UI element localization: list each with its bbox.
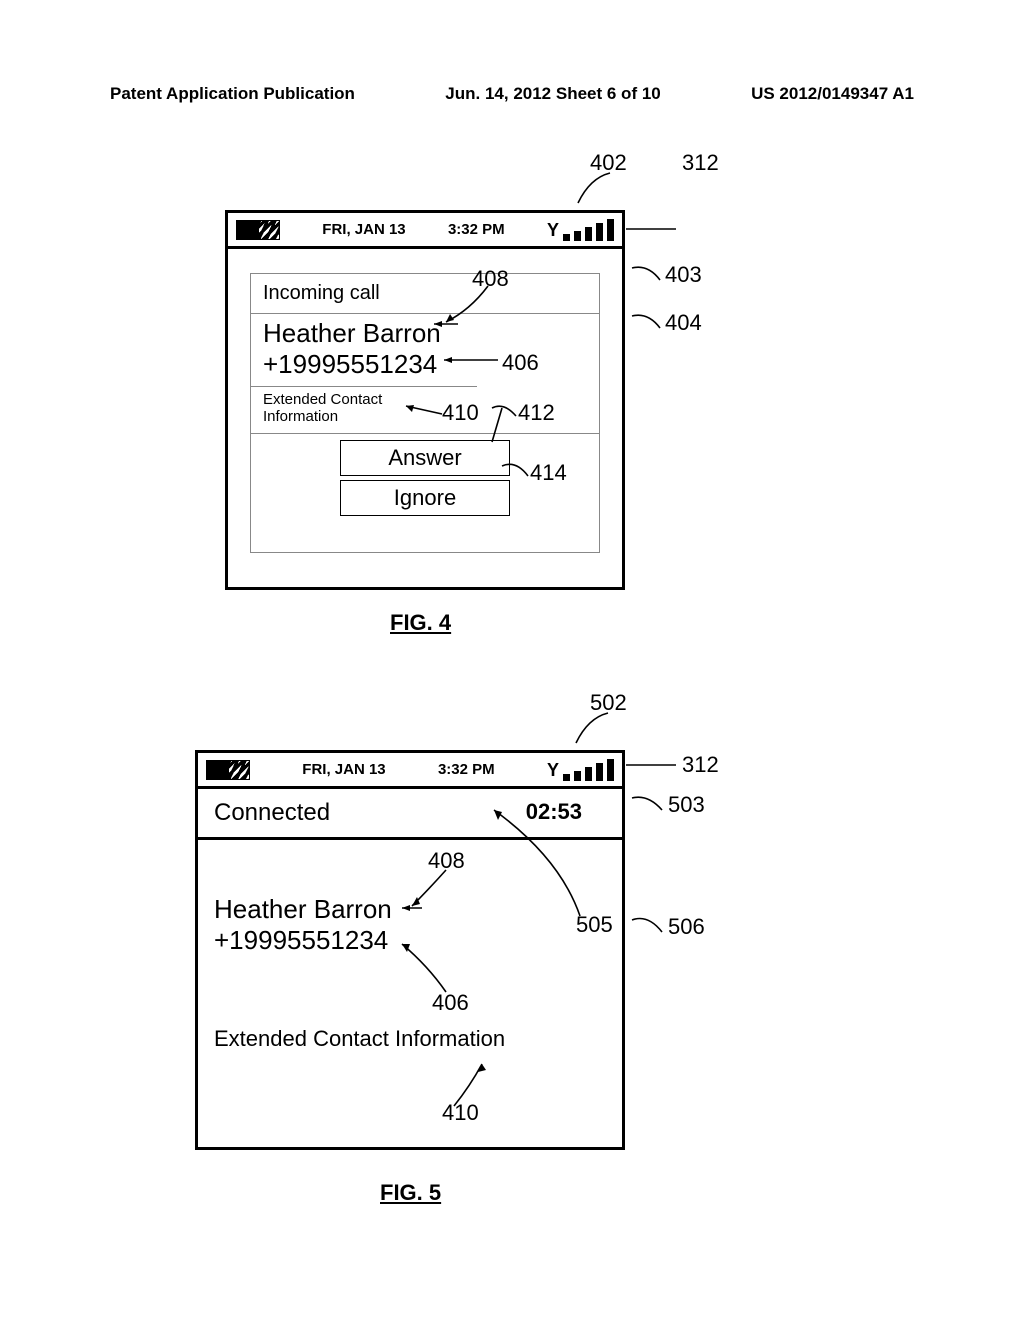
status-bar: FRI, JAN 13 3:32 PM Y bbox=[198, 753, 622, 789]
answer-button[interactable]: Answer bbox=[340, 440, 510, 476]
header-right: US 2012/0149347 A1 bbox=[751, 84, 914, 104]
ref-503: 503 bbox=[668, 792, 705, 818]
ref-312: 312 bbox=[682, 150, 719, 176]
status-time: 3:32 PM bbox=[448, 221, 505, 238]
status-bar: FRI, JAN 13 3:32 PM Y bbox=[228, 213, 622, 249]
ref-312: 312 bbox=[682, 752, 719, 778]
signal-icon: Y bbox=[547, 759, 614, 781]
connected-label: Connected bbox=[214, 799, 330, 827]
ref-414: 414 bbox=[530, 460, 567, 486]
ignore-button[interactable]: Ignore bbox=[340, 480, 510, 516]
header-left: Patent Application Publication bbox=[110, 84, 355, 104]
fig5-caption: FIG. 5 bbox=[380, 1180, 441, 1206]
ref-410: 410 bbox=[442, 400, 479, 426]
fig4-caption: FIG. 4 bbox=[390, 610, 451, 636]
ref-412: 412 bbox=[518, 400, 555, 426]
status-time: 3:32 PM bbox=[438, 761, 495, 778]
status-date: FRI, JAN 13 bbox=[322, 221, 405, 238]
incoming-label: Incoming call bbox=[251, 274, 599, 313]
figure-5: FRI, JAN 13 3:32 PM Y Connected 02:53 He… bbox=[110, 690, 910, 1250]
figure-4: FRI, JAN 13 3:32 PM Y Incoming call Heat… bbox=[110, 150, 910, 670]
header-center: Jun. 14, 2012 Sheet 6 of 10 bbox=[445, 84, 660, 104]
ref-403: 403 bbox=[665, 262, 702, 288]
ref-404: 404 bbox=[665, 310, 702, 336]
status-date: FRI, JAN 13 bbox=[302, 761, 385, 778]
contact-name: Heather Barron bbox=[251, 314, 599, 349]
contact-number: +19995551234 bbox=[251, 349, 599, 386]
page-header: Patent Application Publication Jun. 14, … bbox=[0, 84, 1024, 104]
ref-406: 406 bbox=[502, 350, 539, 376]
banner-icon bbox=[236, 220, 280, 240]
phone-screen-fig4: FRI, JAN 13 3:32 PM Y Incoming call Heat… bbox=[225, 210, 625, 590]
signal-icon: Y bbox=[547, 219, 614, 241]
ref-506: 506 bbox=[668, 914, 705, 940]
banner-icon bbox=[206, 760, 250, 780]
